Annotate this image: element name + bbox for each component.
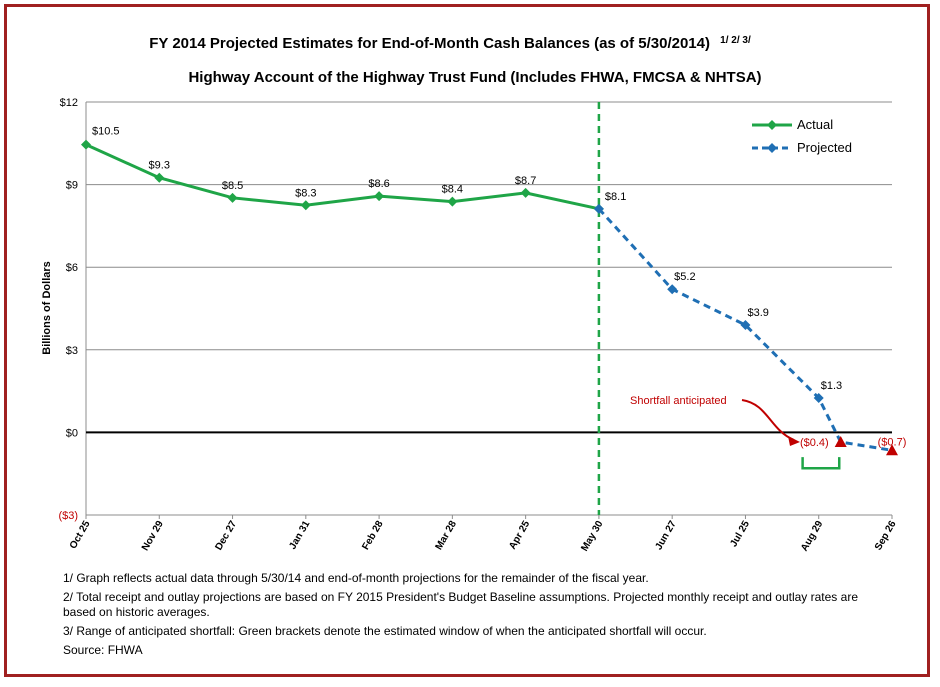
chart-title: FY 2014 Projected Estimates for End-of-M… — [149, 35, 751, 52]
source-note: Source: FHWA — [63, 643, 143, 657]
legend-actual-label: Actual — [797, 117, 833, 132]
x-tick-label-4: Feb 28 — [360, 519, 386, 552]
series-line-1 — [597, 207, 893, 452]
series-line-0 — [85, 143, 600, 211]
series-1-point-1 — [667, 284, 678, 295]
series-1-point-3 — [813, 392, 824, 403]
y-tick-label-2: $6 — [66, 262, 78, 274]
data-label-1-1: $5.2 — [674, 271, 695, 283]
x-tick-label-8: Jun 27 — [653, 519, 679, 552]
y-axis-label: Billions of Dollars — [41, 261, 53, 355]
series-0-point-6 — [520, 187, 531, 198]
data-label-1-5: ($0.7) — [878, 436, 907, 448]
y-tick-label-3: $3 — [66, 345, 78, 357]
series-1-point-0 — [593, 203, 604, 214]
series-0-point-2 — [227, 192, 238, 203]
shortfall-marker-1 — [886, 444, 898, 456]
shortfall-arrowhead — [788, 436, 800, 446]
data-label-1-2: $3.9 — [747, 307, 768, 319]
data-label-0-3: $8.3 — [295, 187, 316, 199]
x-tick-label-11: Sep 26 — [873, 519, 899, 553]
data-label-1-3: $1.3 — [821, 380, 842, 392]
data-label-0-0: $10.5 — [92, 126, 120, 138]
x-tick-label-5: Mar 28 — [434, 519, 460, 552]
legend-actual-marker — [767, 120, 777, 130]
x-tick-label-1: Nov 29 — [140, 519, 166, 553]
y-tick-label-0: $12 — [60, 97, 78, 109]
x-tick-label-3: Jan 31 — [287, 519, 312, 552]
legend-projected-marker — [767, 143, 777, 153]
shortfall-arrow — [741, 399, 795, 441]
chart-subtitle: Highway Account of the Highway Trust Fun… — [188, 69, 761, 86]
y-tick-label-5: ($3) — [58, 510, 78, 522]
y-tick-label-1: $9 — [66, 180, 78, 192]
x-tick-label-0: Oct 25 — [68, 519, 93, 551]
shortfall-marker-0 — [834, 436, 847, 448]
x-tick-label-2: Dec 27 — [213, 519, 239, 553]
data-label-1-4: ($0.4) — [800, 437, 829, 449]
data-label-0-6: $8.7 — [515, 175, 536, 187]
data-label-0-1: $9.3 — [149, 160, 170, 172]
legend-projected-label: Projected — [797, 140, 852, 155]
series-1-point-2 — [740, 320, 751, 331]
x-tick-label-10: Aug 29 — [799, 519, 825, 554]
data-label-0-4: $8.6 — [368, 178, 389, 190]
series-0-point-4 — [374, 191, 385, 202]
y-tick-label-4: $0 — [66, 427, 78, 439]
shortfall-bracket — [801, 457, 841, 470]
legend: Actual Projected — [752, 117, 852, 155]
footnote-3: 3/ Range of anticipated shortfall: Green… — [63, 624, 707, 638]
footnote-2: 2/ Total receipt and outlay projections … — [63, 590, 858, 619]
x-tick-label-9: Jul 25 — [728, 519, 752, 549]
data-label-0-2: $8.5 — [222, 180, 243, 192]
x-tick-label-6: Apr 25 — [507, 519, 532, 552]
series-0-point-1 — [154, 172, 165, 183]
shortfall-annotation: Shortfall anticipated — [630, 395, 727, 407]
series-0-point-5 — [447, 196, 458, 207]
footnotes: 1/ Graph reflects actual data through 5/… — [63, 571, 883, 662]
data-label-0-5: $8.4 — [442, 184, 463, 196]
series-0-point-0 — [81, 139, 91, 150]
footnote-1: 1/ Graph reflects actual data through 5/… — [63, 571, 649, 585]
x-tick-label-7: May 30 — [579, 519, 605, 554]
data-label-0-7: $8.1 — [605, 191, 626, 203]
series-0-point-3 — [300, 200, 311, 211]
chart-frame — [4, 4, 930, 677]
